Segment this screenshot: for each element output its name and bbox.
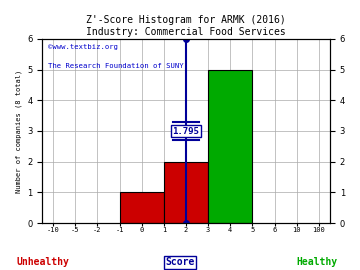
Bar [120,193,164,223]
Text: The Research Foundation of SUNY: The Research Foundation of SUNY [48,63,184,69]
Bar [208,69,252,223]
Text: Healthy: Healthy [296,257,337,267]
Text: Score: Score [165,257,195,267]
Text: Unhealthy: Unhealthy [17,257,69,267]
Text: ©www.textbiz.org: ©www.textbiz.org [48,44,118,50]
Title: Z'-Score Histogram for ARMK (2016)
Industry: Commercial Food Services: Z'-Score Histogram for ARMK (2016) Indus… [86,15,286,37]
Text: 1.795: 1.795 [172,127,199,136]
Y-axis label: Number of companies (8 total): Number of companies (8 total) [15,69,22,193]
Bar [164,162,208,223]
